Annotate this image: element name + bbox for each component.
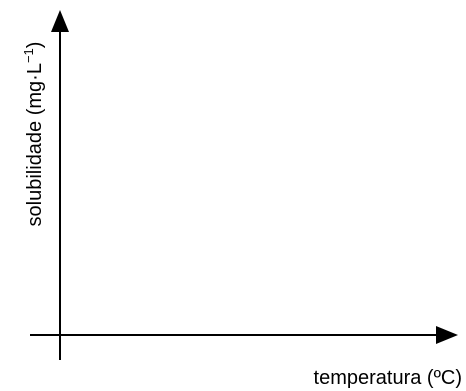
y-axis-label-superscript: −1 <box>21 48 36 63</box>
x-axis-label: temperatura (ºC) <box>314 367 462 389</box>
x-axis-arrow-icon <box>436 326 458 344</box>
y-axis-label-main: solubilidade (mg·L <box>24 63 46 226</box>
y-axis-arrow-icon <box>51 10 69 32</box>
y-axis-label: solubilidade (mg·L−1) <box>21 42 46 227</box>
y-axis-label-close: ) <box>24 42 46 49</box>
